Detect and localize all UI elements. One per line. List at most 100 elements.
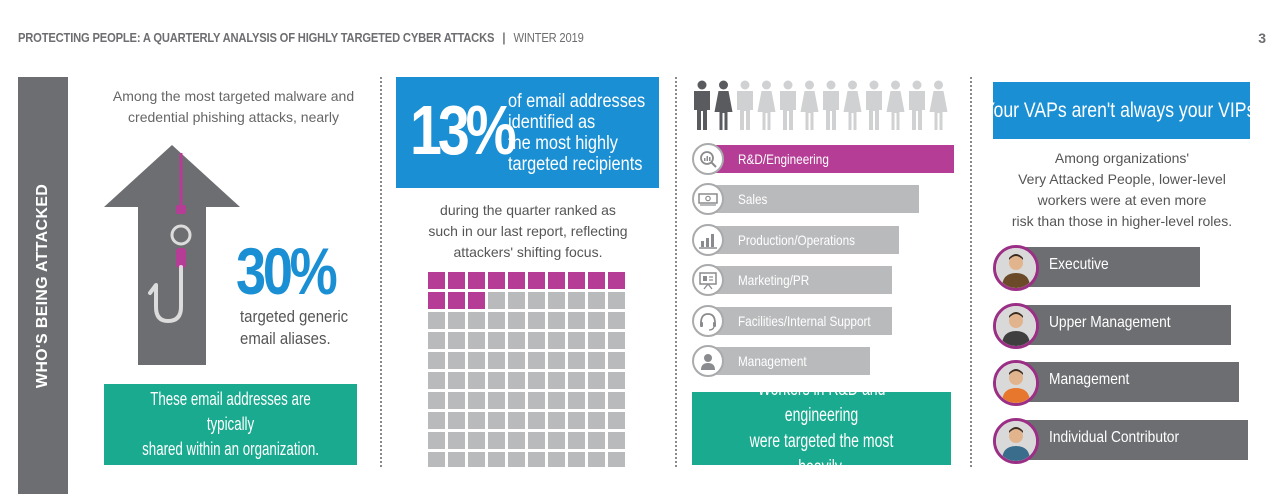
grid-cell [608, 312, 625, 329]
role-bar-fill [1013, 362, 1239, 402]
description-line: attackers' shifting focus. [453, 244, 603, 260]
grid-cell [608, 432, 625, 449]
grid-cell [468, 432, 485, 449]
waffle-grid [428, 272, 625, 467]
woman-figure-icon [757, 80, 776, 130]
people-row [694, 80, 948, 130]
grid-cell-highlighted [528, 272, 545, 289]
callout-line: identified as [508, 112, 596, 133]
grid-cell [568, 312, 585, 329]
grid-cell [448, 312, 465, 329]
grid-cell [468, 352, 485, 369]
grid-cell [588, 312, 605, 329]
grid-cell [488, 432, 505, 449]
search-graph-icon [692, 143, 724, 175]
department-bar-fill [706, 145, 954, 173]
grid-cell [568, 352, 585, 369]
grid-cell [508, 452, 525, 467]
grid-cell [428, 432, 445, 449]
grid-cell [588, 432, 605, 449]
department-label: Marketing/PR [738, 272, 810, 289]
callout-line: Workers in R&D and engineering [757, 378, 886, 426]
grid-cell [508, 292, 525, 309]
column-divider [675, 77, 677, 467]
woman-figure-icon [714, 80, 733, 130]
caption-line: email aliases. [240, 329, 331, 348]
money-stack-icon [692, 183, 724, 216]
intro-line: credential phishing attacks, nearly [128, 109, 339, 125]
grid-cell-highlighted [508, 272, 525, 289]
grid-cell [568, 432, 585, 449]
grid-cell [488, 312, 505, 329]
grid-cell [428, 452, 445, 467]
grid-cell [568, 452, 585, 467]
grid-cell [548, 332, 565, 349]
grid-cell [448, 372, 465, 389]
column-divider [380, 77, 382, 467]
callout-line: shared within an organization. [142, 439, 319, 459]
rnd-callout: Workers in R&D and engineering were targe… [692, 379, 951, 478]
grid-cell-highlighted [488, 272, 505, 289]
column-divider [970, 77, 972, 467]
page-number: 3 [1258, 30, 1266, 46]
description-line: workers were at even more [1037, 192, 1207, 208]
man-figure-icon [694, 80, 710, 130]
grid-cell-highlighted [588, 272, 605, 289]
grid-cell [568, 392, 585, 409]
grid-cell [448, 392, 465, 409]
caption-line: targeted generic [240, 307, 349, 326]
grid-cell [428, 352, 445, 369]
grid-cell [548, 312, 565, 329]
role-label: Upper Management [1049, 313, 1171, 331]
grid-cell [468, 412, 485, 429]
department-bar-fill [706, 306, 892, 335]
grid-cell [588, 412, 605, 429]
grid-cell [448, 352, 465, 369]
grid-cell [488, 332, 505, 349]
grid-cell-highlighted [548, 272, 565, 289]
description-line: risk than those in higher-level roles. [1011, 213, 1233, 229]
grid-cell [528, 392, 545, 409]
grid-cell [488, 292, 505, 309]
grid-cell [468, 392, 485, 409]
grid-cell [428, 332, 445, 349]
targeted-recipients-callout: 13% of email addresses identified as the… [396, 77, 659, 188]
grid-cell [508, 432, 525, 449]
description-line: Very Attacked People, lower-level [1018, 171, 1226, 187]
grid-cell [448, 432, 465, 449]
grid-cell [528, 452, 545, 467]
department-bar-fill [706, 185, 919, 214]
grid-cell [548, 432, 565, 449]
grid-cell [528, 292, 545, 309]
grid-cell [508, 312, 525, 329]
generic-alias-stat: 30% [236, 234, 338, 308]
grid-cell [508, 412, 525, 429]
headline-text: Your VAPs aren't always your VIPs. [983, 98, 1260, 122]
grid-cell [528, 332, 545, 349]
grid-cell [468, 452, 485, 467]
grid-cell [508, 332, 525, 349]
targeted-recipients-description: during the quarter ranked as such in our… [398, 200, 658, 263]
description-line: Among organizations' [1054, 150, 1190, 166]
grid-cell [528, 352, 545, 369]
grid-cell [528, 312, 545, 329]
grid-cell [488, 452, 505, 467]
callout-line: of email addresses [508, 91, 646, 112]
grid-cell [528, 412, 545, 429]
grid-cell [608, 352, 625, 369]
presentation-board-icon [692, 264, 724, 297]
grid-cell-highlighted [468, 292, 485, 309]
targeted-recipients-stat: 13% [410, 91, 517, 169]
grid-cell [428, 372, 445, 389]
grid-cell [548, 452, 565, 467]
grid-cell [588, 332, 605, 349]
grid-cell [548, 372, 565, 389]
report-season: WINTER 2019 [513, 30, 584, 45]
grid-cell [548, 292, 565, 309]
grid-cell [448, 332, 465, 349]
grid-cell [608, 452, 625, 467]
role-label: Executive [1049, 256, 1109, 273]
department-label: Management [738, 353, 807, 369]
grid-cell-highlighted [568, 272, 585, 289]
grid-cell [428, 312, 445, 329]
